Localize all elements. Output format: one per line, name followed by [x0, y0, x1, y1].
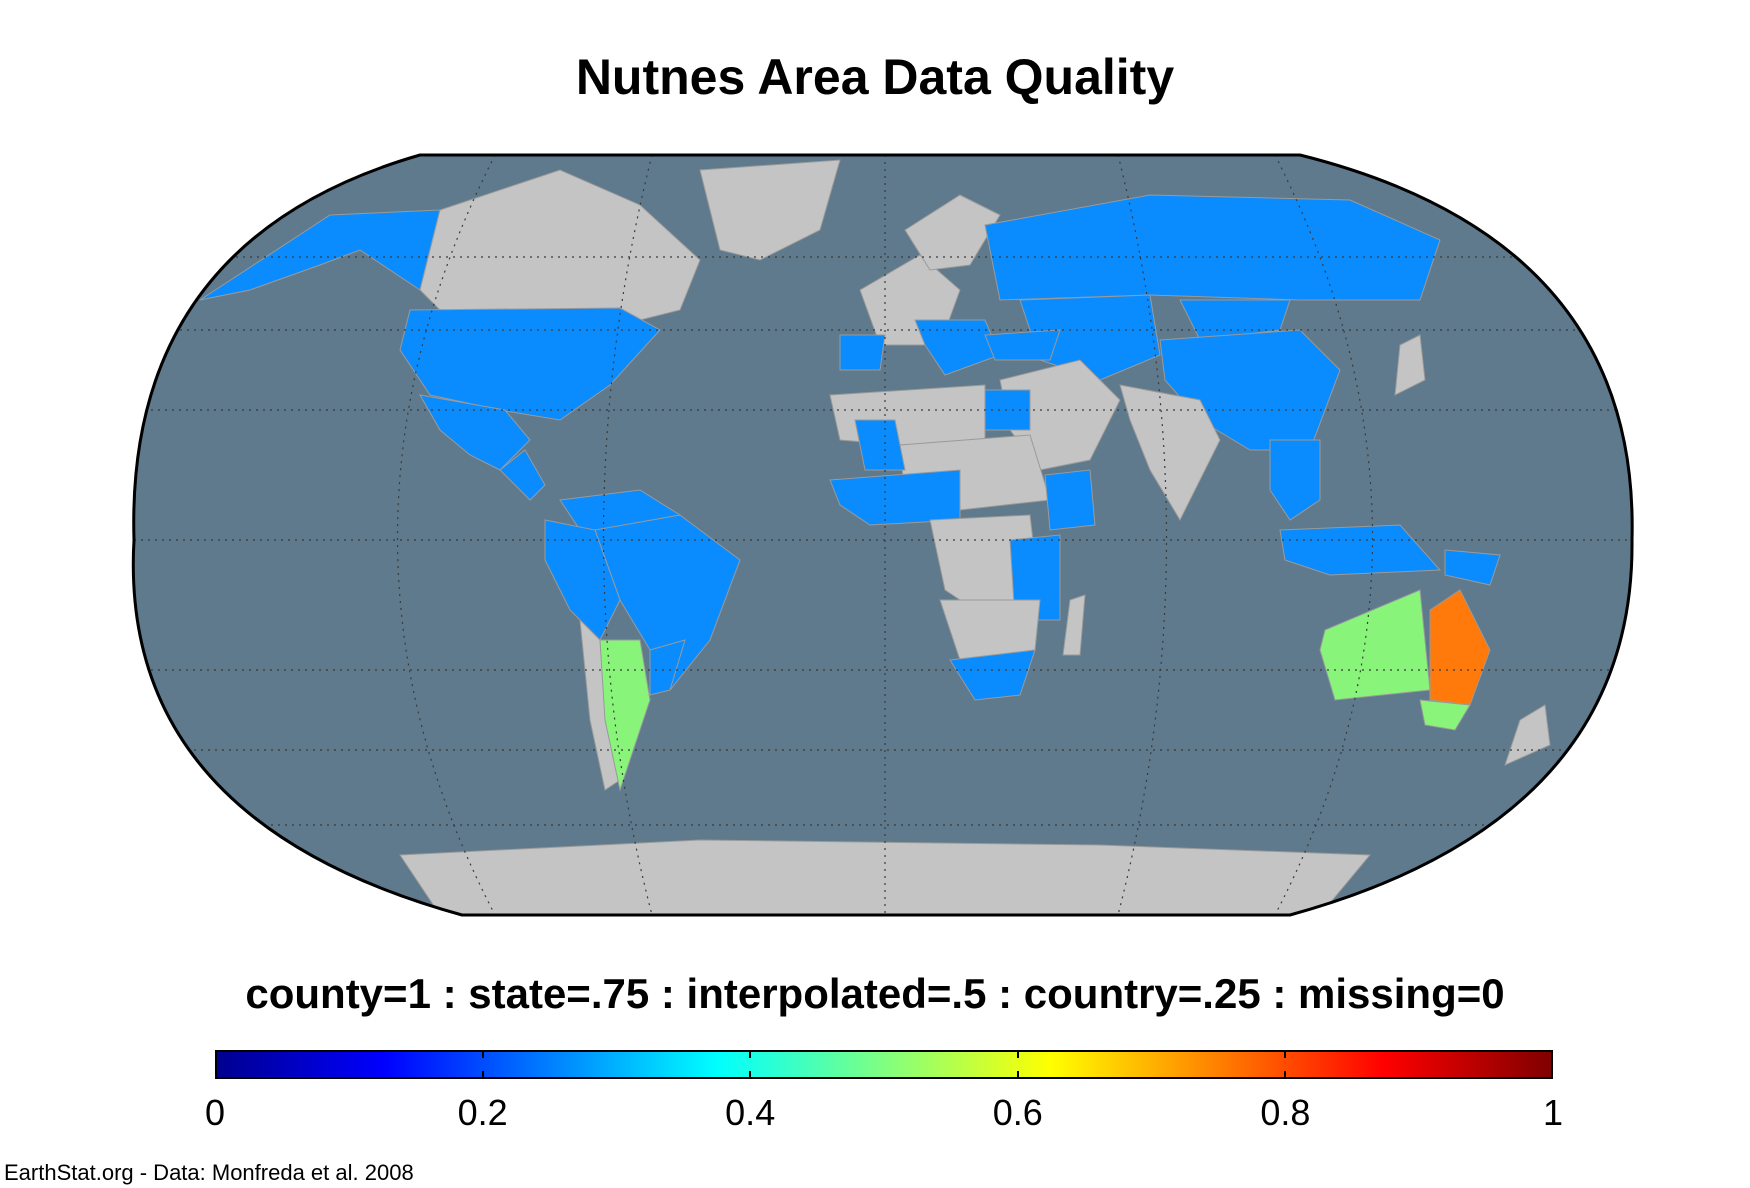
- region-turkey: [984, 329, 1061, 361]
- colorbar-tick-label: 0: [204, 1092, 226, 1133]
- region-united-states: [399, 307, 661, 421]
- world-map: [131, 153, 1634, 917]
- region-scandinavia: [904, 194, 1001, 271]
- colorbar-tick-mark: [749, 1071, 752, 1079]
- colorbar-tick-label: 1: [1542, 1092, 1564, 1133]
- colorbar-tick-label: 0.4: [725, 1092, 776, 1133]
- graticule: [133, 155, 1633, 915]
- region-india: [1119, 384, 1221, 522]
- colorbar-tick-mark: [1016, 1071, 1019, 1079]
- region-japan: [1394, 334, 1426, 396]
- region-eastern-australia: [1429, 589, 1491, 706]
- region-italy-balkans: [914, 319, 1001, 376]
- region-papua-new-guinea: [1444, 549, 1501, 586]
- map-title: Nutnes Area Data Quality: [575, 49, 1175, 105]
- region-ethiopia: [1044, 469, 1096, 531]
- region-central-america: [499, 449, 546, 501]
- region-uruguay: [649, 639, 686, 696]
- colorbar-tick-label: 0.2: [457, 1092, 508, 1133]
- region-madagascar: [1062, 594, 1086, 656]
- region-southeast-australia: [1419, 699, 1471, 731]
- region-southeast-asia: [1269, 439, 1321, 521]
- region-argentina: [599, 639, 651, 792]
- region-alaska: [199, 209, 441, 301]
- colorbar-tick-mark: [1016, 1050, 1019, 1058]
- region-iberia: [839, 334, 886, 371]
- region-south-africa: [949, 649, 1036, 701]
- globe-outline: [131, 153, 1634, 917]
- colorbar-tick-mark: [1284, 1050, 1287, 1058]
- region-greenland: [699, 159, 841, 261]
- colorbar-tick-label: 0.8: [1260, 1092, 1311, 1133]
- region-brazil: [594, 514, 741, 691]
- region-western-australia: [1319, 589, 1431, 701]
- region-russia: [984, 194, 1441, 301]
- region-indonesia: [1279, 524, 1442, 576]
- colorbar-tick-label: 0.6: [992, 1092, 1043, 1133]
- legend-label: county=1 : state=.75 : interpolated=.5 :…: [245, 970, 1505, 1017]
- colorbar-tick-mark: [1284, 1071, 1287, 1079]
- region-mali: [854, 419, 906, 471]
- region-west-africa: [829, 469, 961, 526]
- colorbar: [215, 1050, 1553, 1079]
- region-north-africa: [829, 384, 986, 446]
- colorbar-tick-mark: [481, 1050, 484, 1058]
- colorbar-tick-mark: [481, 1071, 484, 1079]
- data-credit: EarthStat.org - Data: Monfreda et al. 20…: [4, 1160, 414, 1185]
- region-east-africa: [1009, 534, 1061, 621]
- colorbar-tick-mark: [749, 1050, 752, 1058]
